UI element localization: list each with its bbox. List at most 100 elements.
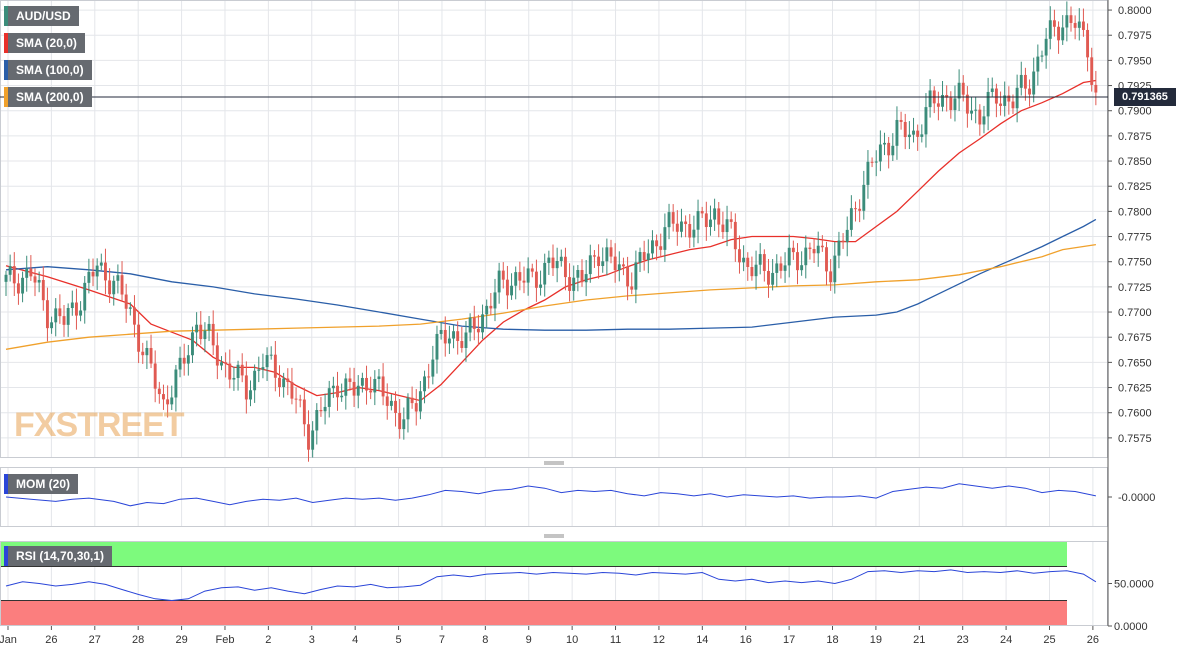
- price-tick-label: 0.7850: [1118, 156, 1152, 168]
- candle-body: [153, 363, 157, 389]
- time-tick-label: 26: [45, 634, 57, 646]
- sma20-label: SMA (20,0): [16, 36, 77, 50]
- candle-body: [675, 223, 679, 232]
- candle-body: [410, 397, 414, 404]
- candle-body: [530, 268, 534, 272]
- candle-body: [120, 275, 124, 295]
- candle-body: [837, 240, 841, 256]
- candle-body: [667, 212, 671, 228]
- candle-body: [112, 280, 116, 295]
- candle-body: [211, 323, 215, 346]
- candle-body: [812, 249, 816, 254]
- rsi-tick-label: 0.0000: [1114, 621, 1148, 633]
- sma100-label: SMA (100,0): [16, 63, 84, 77]
- sma-lines: [5, 79, 1097, 402]
- sma20-badge[interactable]: SMA (20,0): [4, 33, 85, 53]
- mom-label: MOM (20): [16, 477, 70, 491]
- candle-body: [953, 98, 957, 111]
- candle-body: [41, 279, 45, 301]
- candle-body: [273, 354, 277, 378]
- mom-tick-label: -0.0000: [1118, 492, 1155, 504]
- price-tick-label: 0.7675: [1118, 332, 1152, 344]
- time-tick-label: 16: [740, 634, 752, 646]
- candle-body: [141, 351, 145, 356]
- candle-body: [816, 245, 820, 254]
- mom-badge[interactable]: MOM (20): [4, 474, 78, 494]
- candle-body: [999, 103, 1002, 106]
- rsi-oversold-band: [0, 600, 1067, 626]
- price-tick-label: 0.7650: [1118, 357, 1152, 369]
- candle-body: [982, 116, 986, 125]
- candle-body: [8, 266, 12, 275]
- panel-splitters[interactable]: [544, 461, 564, 538]
- candle-body: [671, 212, 675, 224]
- candle-body: [178, 357, 182, 370]
- candle-body: [617, 264, 621, 271]
- price-tick-label: 0.7725: [1118, 282, 1152, 294]
- sma200-badge[interactable]: SMA (200,0): [4, 87, 92, 107]
- candle-body: [236, 364, 240, 378]
- candle-body: [970, 110, 973, 114]
- candle-body: [195, 324, 199, 333]
- candle-body: [497, 270, 501, 293]
- candle-body: [659, 246, 663, 250]
- candle-body: [182, 357, 186, 364]
- candle-body: [862, 184, 866, 211]
- candle-body: [568, 277, 572, 291]
- candle-body: [265, 355, 269, 368]
- candle-body: [746, 257, 750, 268]
- candle-body: [883, 142, 886, 145]
- candle-body: [580, 270, 584, 283]
- price-tick-label: 0.7950: [1118, 55, 1152, 67]
- candle-body: [282, 378, 286, 388]
- candle-body: [845, 229, 849, 243]
- candle-body: [460, 340, 464, 348]
- time-tick-label: 18: [826, 634, 838, 646]
- time-tick-label: 12: [653, 634, 665, 646]
- candle-body: [783, 265, 787, 271]
- candle-body: [1011, 101, 1015, 109]
- momentum-panel-frame: [0, 467, 1108, 527]
- candle-body: [447, 338, 451, 344]
- candle-body: [377, 376, 381, 379]
- candle-body: [1094, 84, 1098, 93]
- candle-body: [949, 97, 953, 111]
- panel-frames: [0, 0, 1109, 626]
- candle-body: [50, 322, 54, 329]
- candle-body: [452, 331, 455, 339]
- rsi-badge[interactable]: RSI (14,70,30,1): [4, 546, 113, 566]
- candle-body: [700, 211, 704, 214]
- candle-body: [54, 308, 58, 323]
- symbol-badge[interactable]: AUD/USD: [4, 6, 79, 26]
- candle-body: [978, 109, 982, 125]
- sma100-badge[interactable]: SMA (100,0): [4, 60, 92, 80]
- time-tick-label: 9: [526, 634, 532, 646]
- candle-body: [249, 390, 252, 400]
- candle-body: [443, 329, 447, 344]
- candle-body: [1048, 20, 1052, 39]
- candle-body: [1028, 88, 1032, 95]
- price-tick-label: 0.8000: [1118, 5, 1152, 17]
- sma200-color-bar: [4, 87, 8, 107]
- candle-body: [207, 323, 211, 331]
- rsi-color-bar: [4, 546, 8, 566]
- candle-body: [713, 208, 717, 220]
- candle-body: [762, 254, 766, 271]
- time-tick-label: Feb: [215, 634, 234, 646]
- grid-layer: [0, 0, 1108, 626]
- candle-body: [696, 211, 700, 230]
- candle-body: [220, 362, 223, 366]
- candle-body: [961, 82, 965, 95]
- candle-body: [833, 255, 837, 283]
- candle-body: [348, 378, 352, 382]
- candle-body: [431, 359, 435, 377]
- candle-body: [1061, 27, 1065, 41]
- candle-body: [79, 310, 83, 316]
- candle-body: [1065, 15, 1069, 28]
- candle-body: [903, 121, 907, 138]
- time-tick-label: 21: [913, 634, 925, 646]
- time-tick-label: 17: [783, 634, 795, 646]
- candle-body: [365, 377, 368, 391]
- candle-body: [232, 377, 236, 380]
- candle-body: [742, 257, 746, 263]
